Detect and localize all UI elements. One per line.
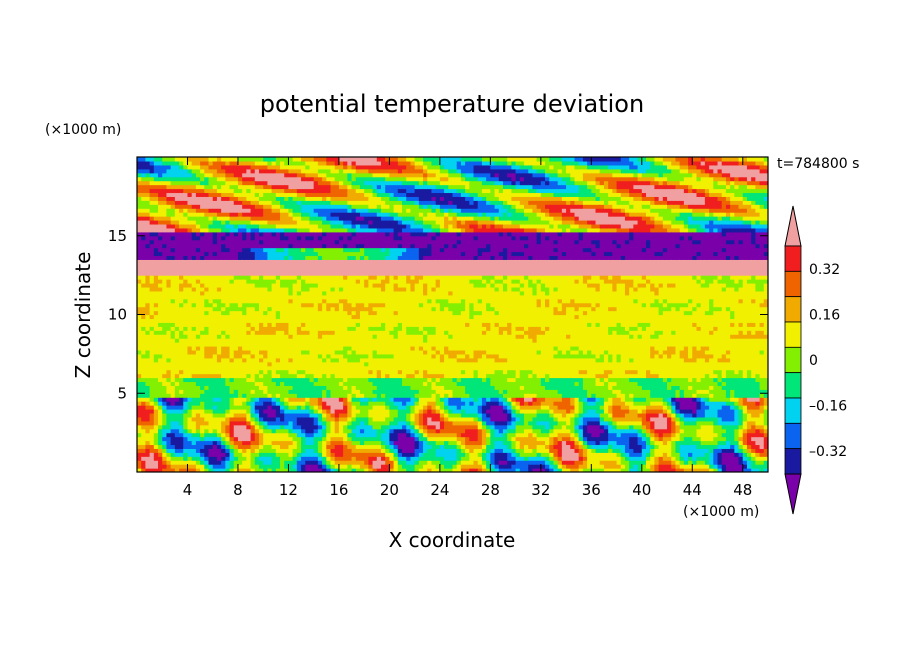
colorbar-label: –0.16 (809, 399, 847, 415)
colorbar-segment (784, 321, 802, 348)
colorbar-max-arrow (784, 205, 802, 247)
x-tick-label: 16 (329, 481, 348, 499)
colorbar: 0.32 0.16 0 –0.16 –0.32 (784, 205, 847, 515)
colorbar-label: 0.32 (809, 262, 840, 278)
x-tick-label: 12 (279, 481, 298, 499)
colorbar-segment (784, 448, 802, 475)
y-tick-label: 15 (108, 227, 127, 245)
x-tick-label: 32 (531, 481, 550, 499)
colorbar-segment (784, 372, 802, 399)
x-tick-label: 36 (582, 481, 601, 499)
x-tick-label: 20 (380, 481, 399, 499)
colorbar-segment (784, 245, 802, 272)
colorbar-segment (784, 346, 802, 374)
contour-cells (137, 157, 768, 472)
x-tick-label: 4 (183, 481, 193, 499)
colorbar-segment (784, 296, 802, 323)
y-axis-label: Z coordinate (71, 252, 95, 379)
x-tick-label: 48 (733, 481, 752, 499)
colorbar-label: 0 (809, 353, 818, 369)
colorbar-min-arrow (784, 473, 802, 515)
y-tick-label: 5 (117, 384, 127, 402)
time-label: t=784800 s (777, 156, 859, 172)
x-tick-label: 24 (430, 481, 449, 499)
x-tick-label: 28 (481, 481, 500, 499)
y-tick-label: 10 (108, 306, 127, 324)
chart-title: potential temperature deviation (260, 90, 644, 118)
colorbar-segment (784, 270, 802, 298)
x-tick-label: 44 (683, 481, 702, 499)
x-unit-label: (×1000 m) (683, 504, 759, 520)
colorbar-label: 0.16 (809, 307, 840, 323)
colorbar-segment (784, 397, 802, 424)
x-axis: 4 8 12 16 20 24 28 32 36 40 44 48 (183, 157, 752, 499)
y-axis: 5 10 15 (108, 227, 768, 402)
x-tick-label: 8 (233, 481, 243, 499)
x-axis-label: X coordinate (389, 528, 516, 552)
y-unit-label: (×1000 m) (45, 122, 121, 138)
contour-field (137, 157, 768, 472)
colorbar-label: –0.32 (809, 444, 847, 460)
x-tick-label: 40 (632, 481, 651, 499)
colorbar-segment (784, 422, 802, 450)
